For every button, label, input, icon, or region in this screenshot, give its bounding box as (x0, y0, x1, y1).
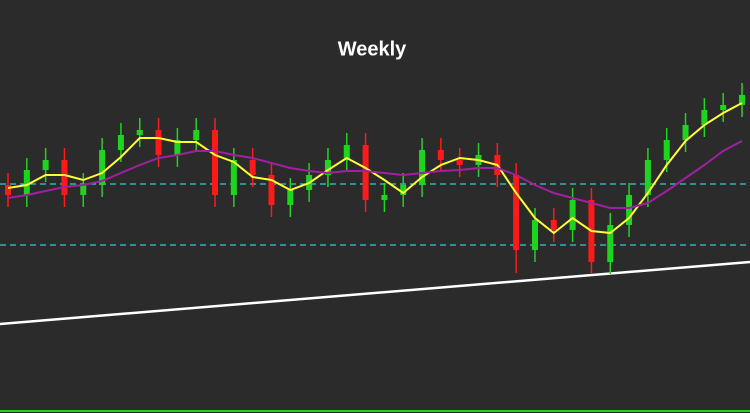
candle-body (155, 130, 162, 155)
candle-body (381, 195, 388, 200)
chart-title: Weekly (338, 38, 407, 60)
candle-body (720, 105, 727, 110)
trendline (0, 260, 750, 326)
candle-body (419, 150, 426, 185)
candle-body (701, 110, 708, 125)
candle-body (456, 160, 463, 165)
candle-body (136, 130, 143, 135)
candle-body (249, 160, 256, 175)
candle-body (42, 160, 49, 170)
candle-body (626, 195, 633, 225)
candle-body (343, 145, 350, 160)
candle-body (531, 220, 538, 250)
candle-body (230, 160, 237, 195)
candle-body (80, 185, 87, 195)
candle-body (513, 175, 520, 250)
candle-body (174, 140, 181, 155)
candle-body (550, 220, 557, 230)
candle-body (193, 130, 200, 140)
candle-body (663, 140, 670, 160)
candle-body (99, 150, 106, 185)
candle-body (61, 160, 68, 195)
candle-body (607, 225, 614, 262)
candle-body (682, 125, 689, 140)
candle-body (400, 185, 407, 195)
candle-body (287, 190, 294, 205)
moving-average (7, 140, 743, 209)
candle-body (5, 185, 11, 195)
candle-body (324, 160, 331, 175)
candle-body (739, 95, 745, 105)
candle-body (569, 200, 576, 230)
candle-body (117, 135, 124, 150)
moving-average (7, 102, 743, 235)
candle-body (362, 145, 369, 200)
candle-body (23, 170, 30, 195)
candle-body (437, 150, 444, 160)
candle-body (212, 130, 219, 195)
candle-body (268, 175, 275, 205)
candle-body (644, 160, 651, 195)
